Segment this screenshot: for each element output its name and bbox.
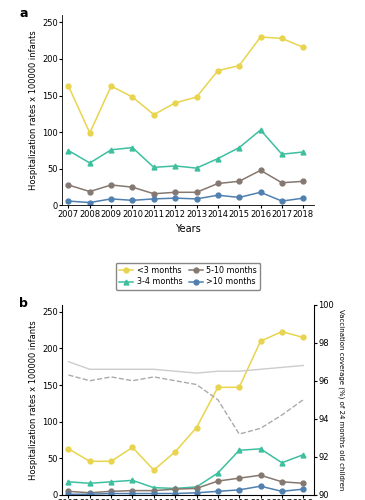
Text: a: a [19,8,28,20]
Y-axis label: Hospitalization rates x 100000 infants: Hospitalization rates x 100000 infants [29,320,38,480]
Text: b: b [19,297,28,310]
Y-axis label: Vaccination coverage (%) of 24 months old children: Vaccination coverage (%) of 24 months ol… [338,309,345,490]
Y-axis label: Hospitalization rates x 100000 infants: Hospitalization rates x 100000 infants [29,30,38,190]
X-axis label: Years: Years [175,224,201,234]
Legend: <3 months, 3-4 months, 5-10 months, >10 months: <3 months, 3-4 months, 5-10 months, >10 … [116,263,260,289]
